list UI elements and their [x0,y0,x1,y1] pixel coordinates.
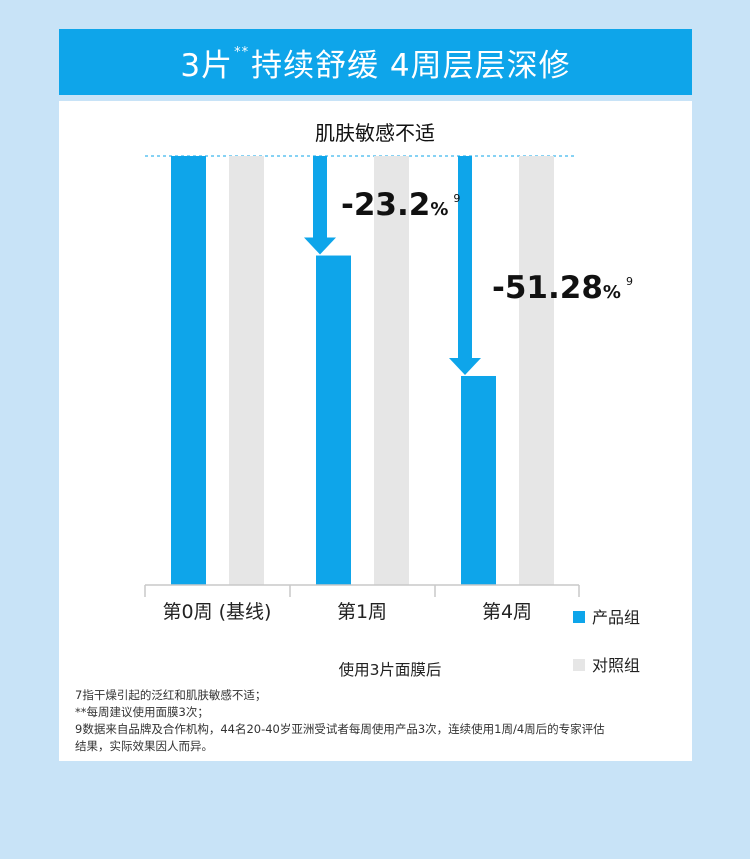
chart: 肌肤敏感不适 -23.2%9 -51.28%9 第0周 (基线) 第1周 第4周 使用… [144,121,640,679]
footnote-4: 结果，实际效果因人而异。 [75,739,213,753]
change-label: -23.2%9 [341,187,460,223]
title-main: 3片 [180,47,234,84]
x-tick-label: 第0周 (基线) [163,601,272,623]
x-axis [144,584,580,597]
title-asterisks: ** [234,44,250,60]
x-axis-label: 使用3片面膜后 [339,661,442,679]
bar-control-0 [229,156,264,585]
chart-title: 肌肤敏感不适 [315,121,435,145]
decrease-arrow-shaft [313,156,327,239]
title-rest: 持续舒缓 4周层层深修 [251,47,571,84]
footnote-1: 7指干燥引起的泛红和肌肤敏感不适； [75,688,267,702]
bar-control-1 [374,156,409,585]
change-label: -51.28%9 [492,270,633,306]
decrease-arrow-head [304,237,336,255]
title-bar: 3片 ** 持续舒缓 4周层层深修 [59,29,692,95]
legend-swatch [573,659,585,671]
legend-label: 产品组 [592,608,640,627]
footnote-3: 9数据来自品牌及合作机构，44名20-40岁亚洲受试者每周使用产品3次，连续使用… [75,722,605,736]
decrease-arrow-head [449,357,481,375]
bar-product-0 [171,156,206,585]
footnote-2: **每周建议使用面膜3次； [75,705,209,719]
decrease-arrow-shaft [458,156,472,359]
x-tick-label: 第1周 [337,601,387,623]
chart-card: 肌肤敏感不适 -23.2%9 -51.28%9 第0周 (基线) 第1周 第4周 使用… [59,101,692,761]
legend-label: 对照组 [592,656,640,675]
bar-control-2 [519,156,554,585]
bar-product-1 [316,255,351,585]
x-tick-label: 第4周 [482,601,532,623]
legend-swatch [573,611,585,623]
bar-product-2 [461,375,496,585]
